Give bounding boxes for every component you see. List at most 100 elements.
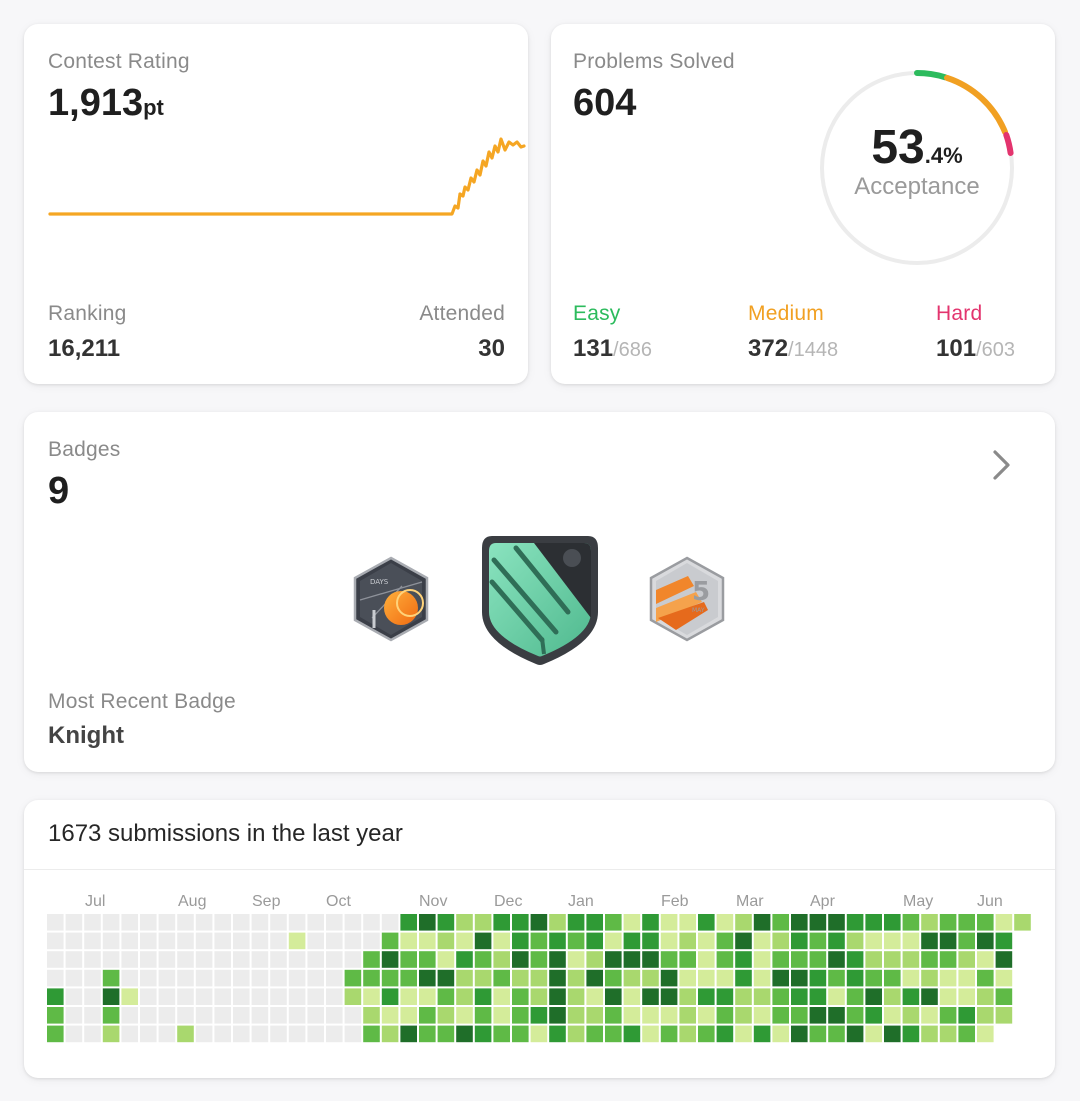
heatmap-cell[interactable] [884,969,901,987]
heatmap-cell[interactable] [437,932,455,950]
heatmap-cell[interactable] [549,914,566,931]
heatmap-cell[interactable] [939,951,957,968]
heatmap-cell[interactable] [605,988,622,1005]
heatmap-cell[interactable] [326,1007,343,1024]
heatmap-cell[interactable] [549,951,566,968]
heatmap-cell[interactable] [902,1007,920,1024]
heatmap-cell[interactable] [865,1007,882,1024]
heatmap-cell[interactable] [381,932,399,950]
heatmap-cell[interactable] [493,988,510,1005]
heatmap-cell[interactable] [493,914,510,931]
heatmap-cell[interactable] [344,932,362,950]
heatmap-cell[interactable] [791,1025,808,1043]
heatmap-cell[interactable] [958,1025,975,1043]
heatmap-cell[interactable] [698,988,715,1005]
heatmap-cell[interactable] [363,969,380,987]
heatmap-cell[interactable] [493,969,510,987]
heatmap-cell[interactable] [195,951,213,968]
heatmap-cell[interactable] [586,988,603,1005]
heatmap-cell[interactable] [65,914,83,931]
heatmap-cell[interactable] [642,932,659,950]
heatmap-cell[interactable] [791,914,808,931]
heatmap-cell[interactable] [809,1007,827,1024]
heatmap-cell[interactable] [716,914,734,931]
heatmap-cell[interactable] [195,1007,213,1024]
heatmap-cell[interactable] [902,932,920,950]
heatmap-cell[interactable] [921,951,938,968]
heatmap-cell[interactable] [716,988,734,1005]
heatmap-cell[interactable] [977,932,994,950]
heatmap-cell[interactable] [958,951,975,968]
heatmap-cell[interactable] [605,914,622,931]
heatmap-cell[interactable] [158,1007,176,1024]
heatmap-cell[interactable] [474,969,492,987]
heatmap-cell[interactable] [251,969,269,987]
heatmap-cell[interactable] [121,914,138,931]
heatmap-cell[interactable] [567,914,585,931]
heatmap-cell[interactable] [995,932,1013,950]
heatmap-cell[interactable] [233,1025,250,1043]
heatmap-cell[interactable] [288,914,306,931]
heatmap-cell[interactable] [809,988,827,1005]
heatmap-cell[interactable] [716,969,734,987]
heatmap-cell[interactable] [158,951,176,968]
heatmap-cell[interactable] [921,988,938,1005]
heatmap-cell[interactable] [419,914,436,931]
heatmap-cell[interactable] [140,932,157,950]
heatmap-cell[interactable] [47,914,64,931]
heatmap-cell[interactable] [512,969,529,987]
heatmap-cell[interactable] [605,1007,622,1024]
heatmap-cell[interactable] [660,932,678,950]
heatmap-cell[interactable] [158,932,176,950]
heatmap-cell[interactable] [195,969,213,987]
heatmap-cell[interactable] [493,951,510,968]
heatmap-cell[interactable] [735,932,752,950]
heatmap-cell[interactable] [660,969,678,987]
heatmap-cell[interactable] [214,951,231,968]
heatmap-cell[interactable] [977,951,994,968]
heatmap-cell[interactable] [474,914,492,931]
heatmap-cell[interactable] [326,1025,343,1043]
heatmap-cell[interactable] [791,932,808,950]
heatmap-cell[interactable] [921,969,938,987]
heatmap-cell[interactable] [456,951,473,968]
heatmap-cell[interactable] [791,969,808,987]
heatmap-cell[interactable] [233,969,250,987]
heatmap-cell[interactable] [530,1007,548,1024]
heatmap-cell[interactable] [437,914,455,931]
heatmap-cell[interactable] [251,1007,269,1024]
heatmap-cell[interactable] [828,988,845,1005]
heatmap-cell[interactable] [121,932,138,950]
heatmap-cell[interactable] [381,969,399,987]
heatmap-cell[interactable] [642,1025,659,1043]
chevron-right-icon[interactable] [986,448,1016,482]
heatmap-cell[interactable] [474,1007,492,1024]
heatmap-cell[interactable] [363,1025,380,1043]
heatmap-cell[interactable] [809,932,827,950]
heatmap-cell[interactable] [698,951,715,968]
heatmap-cell[interactable] [586,914,603,931]
heatmap-cell[interactable] [307,951,324,968]
heatmap-cell[interactable] [884,951,901,968]
heatmap-cell[interactable] [65,951,83,968]
heatmap-cell[interactable] [437,1007,455,1024]
heatmap-cell[interactable] [902,914,920,931]
heatmap-cell[interactable] [65,988,83,1005]
heatmap-cell[interactable] [716,1025,734,1043]
heatmap-cell[interactable] [47,932,64,950]
heatmap-cell[interactable] [735,969,752,987]
heatmap-cell[interactable] [307,1007,324,1024]
heatmap-cell[interactable] [47,1025,64,1043]
heatmap-cell[interactable] [400,1007,417,1024]
heatmap-cell[interactable] [288,951,306,968]
heatmap-cell[interactable] [549,932,566,950]
heatmap-cell[interactable] [102,1025,120,1043]
heatmap-cell[interactable] [456,988,473,1005]
heatmap-cell[interactable] [400,1025,417,1043]
heatmap-cell[interactable] [623,951,641,968]
heatmap-cell[interactable] [47,988,64,1005]
heatmap-cell[interactable] [549,1007,566,1024]
heatmap-cell[interactable] [549,988,566,1005]
heatmap-cell[interactable] [512,932,529,950]
heatmap-cell[interactable] [84,1007,101,1024]
